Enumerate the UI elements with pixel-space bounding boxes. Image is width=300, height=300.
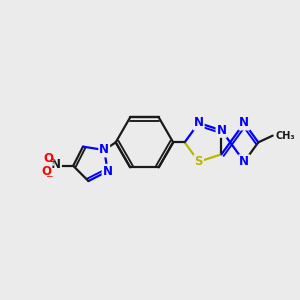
Text: N: N <box>217 124 226 137</box>
Text: N: N <box>99 143 109 157</box>
Text: N: N <box>51 158 61 171</box>
Text: −: − <box>46 171 53 180</box>
Text: N: N <box>103 165 112 178</box>
Text: +: + <box>50 157 56 166</box>
Text: N: N <box>239 155 249 168</box>
Text: N: N <box>194 116 204 130</box>
Text: O: O <box>41 165 51 178</box>
Text: O: O <box>43 152 53 165</box>
Text: N: N <box>239 116 249 130</box>
Text: CH₃: CH₃ <box>275 130 295 141</box>
Text: S: S <box>194 155 203 168</box>
